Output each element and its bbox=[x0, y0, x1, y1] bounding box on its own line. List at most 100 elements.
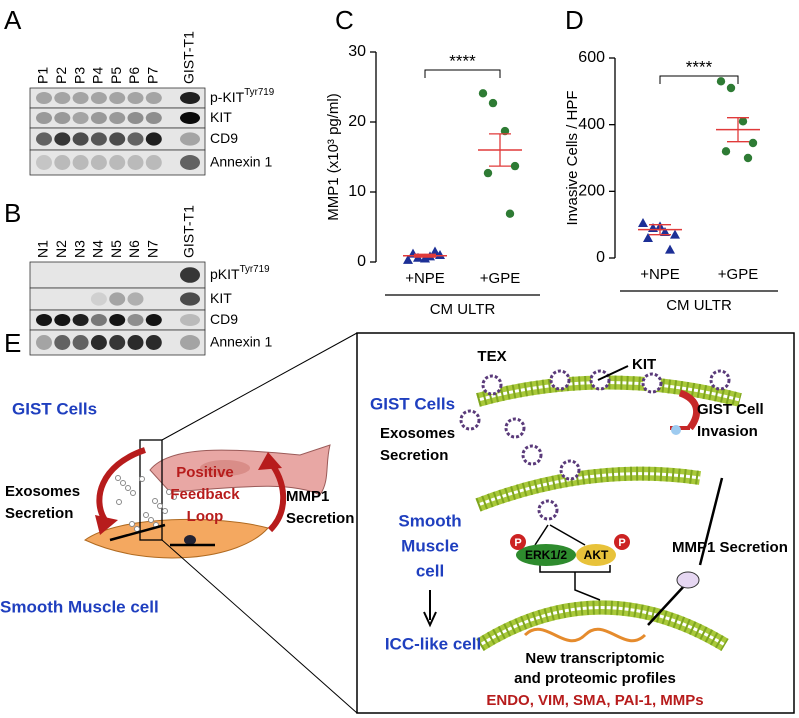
y-tick-label: 0 bbox=[596, 249, 605, 266]
blot-band bbox=[72, 155, 89, 170]
feedback-arrowhead bbox=[258, 452, 282, 470]
blot-band bbox=[180, 132, 200, 146]
blot-band bbox=[36, 132, 52, 146]
row-label: KIT bbox=[210, 290, 232, 306]
data-point bbox=[743, 153, 753, 163]
exosome bbox=[139, 476, 145, 482]
exosome bbox=[143, 512, 149, 518]
blot-band bbox=[90, 92, 107, 104]
blot-band bbox=[145, 335, 162, 350]
x-tick-label: +NPE bbox=[405, 270, 445, 287]
lane-label: GIST-T1 bbox=[181, 31, 197, 84]
blot-band bbox=[54, 112, 71, 124]
x-tick-label: +NPE bbox=[640, 266, 680, 283]
blot-band bbox=[90, 292, 107, 306]
blot-band bbox=[72, 335, 89, 350]
data-point bbox=[500, 126, 510, 136]
blot-band bbox=[109, 155, 126, 170]
blot-band bbox=[36, 155, 52, 170]
label: Feedback bbox=[170, 486, 240, 503]
data-point bbox=[505, 209, 515, 218]
exosome-icon bbox=[459, 409, 481, 431]
mmp1-dots bbox=[671, 425, 681, 435]
kit-arrow bbox=[597, 365, 629, 381]
blot-band bbox=[109, 314, 126, 326]
exosome-icon bbox=[709, 369, 731, 391]
label: Secretion bbox=[286, 510, 354, 527]
label: ENDO, VIM, SMA, PAI-1, MMPs bbox=[486, 692, 703, 709]
lane-label: P2 bbox=[53, 67, 69, 84]
exosome-icon bbox=[521, 444, 543, 466]
blot-band bbox=[180, 112, 200, 124]
data-point bbox=[420, 253, 430, 263]
label: GIST Cell bbox=[697, 401, 764, 418]
membrane-heads bbox=[476, 375, 742, 407]
lane-label: N6 bbox=[126, 240, 142, 258]
blot-band bbox=[127, 92, 144, 104]
data-point bbox=[738, 117, 748, 126]
exosome bbox=[134, 526, 140, 532]
exosome bbox=[171, 494, 177, 500]
data-point bbox=[660, 227, 670, 236]
blot-band bbox=[145, 155, 162, 170]
label: P bbox=[618, 537, 625, 549]
smc-nucleus bbox=[184, 535, 196, 545]
gist-nucleus bbox=[200, 460, 250, 476]
row-label-main: KIT bbox=[210, 109, 232, 125]
blot-band bbox=[180, 267, 200, 283]
label: Exosomes bbox=[5, 483, 80, 500]
feedback-arrowhead bbox=[95, 515, 118, 535]
exosome bbox=[129, 521, 135, 527]
y-tick-label: 20 bbox=[348, 113, 366, 130]
lane-label: N4 bbox=[90, 240, 106, 258]
blot-band bbox=[54, 335, 71, 350]
label: TEX bbox=[477, 348, 506, 365]
blot-band bbox=[127, 112, 144, 124]
lane-label: P6 bbox=[126, 67, 142, 84]
row-label: pKITTyr719 bbox=[210, 264, 270, 282]
blot-band bbox=[180, 292, 200, 306]
blot-band bbox=[127, 314, 144, 326]
y-tick-label: 0 bbox=[357, 253, 366, 270]
blot-band bbox=[109, 292, 126, 306]
data-point bbox=[721, 147, 731, 156]
blot-band bbox=[54, 155, 71, 170]
significance: **** bbox=[686, 57, 713, 76]
lane-label: N7 bbox=[145, 240, 161, 258]
data-point bbox=[670, 229, 680, 239]
lane-label: N5 bbox=[108, 240, 124, 258]
lane-label: N2 bbox=[53, 240, 69, 258]
blot-band bbox=[54, 92, 71, 104]
lane-label: N3 bbox=[71, 240, 87, 258]
label: P bbox=[514, 537, 521, 549]
akt-protein bbox=[576, 544, 616, 566]
erk-protein bbox=[516, 544, 576, 566]
row-label-main: KIT bbox=[210, 290, 232, 306]
y-axis-label: MMP1 (x10³ pg/ml) bbox=[325, 93, 342, 221]
group-label: CM ULTR bbox=[666, 297, 732, 314]
label: Positive bbox=[176, 464, 234, 481]
label: ICC-like cell bbox=[385, 634, 481, 653]
label: MMP1 bbox=[286, 488, 329, 505]
y-axis-label: Invasive Cells / HPF bbox=[564, 90, 581, 225]
panel-letter: A bbox=[4, 5, 22, 35]
exosome-icon bbox=[641, 372, 663, 394]
lane-label: P4 bbox=[90, 67, 106, 84]
row-label: CD9 bbox=[210, 311, 238, 327]
label: GIST Cells bbox=[370, 394, 455, 413]
label: Secretion bbox=[380, 447, 448, 464]
blot-band bbox=[145, 112, 162, 124]
phospho bbox=[614, 534, 630, 550]
label: Exosomes bbox=[380, 425, 455, 442]
exosome-icon bbox=[559, 459, 581, 481]
smc-arrow bbox=[423, 590, 437, 628]
blot-band bbox=[127, 155, 144, 170]
panel-letter: C bbox=[335, 5, 354, 35]
data-point bbox=[430, 246, 440, 256]
exosome bbox=[130, 490, 136, 496]
data-point bbox=[643, 233, 653, 242]
lane-label: P7 bbox=[145, 67, 161, 84]
blot-band bbox=[72, 314, 89, 326]
exosome-icon bbox=[537, 499, 559, 521]
